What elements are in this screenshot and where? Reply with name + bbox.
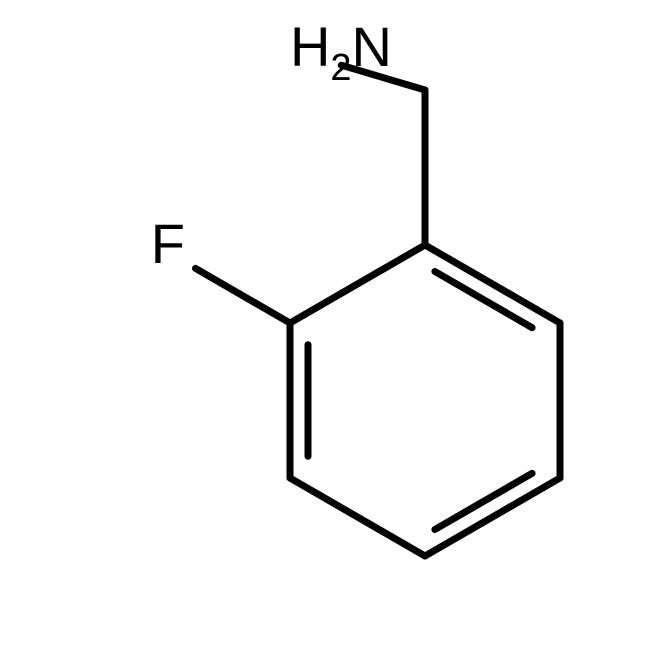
atom-label-n: H2N — [290, 15, 392, 89]
molecule-diagram: H2N F — [0, 0, 650, 650]
atom-label-f: F — [151, 212, 185, 275]
